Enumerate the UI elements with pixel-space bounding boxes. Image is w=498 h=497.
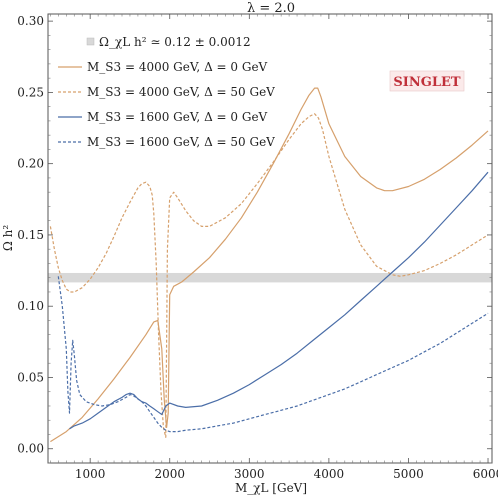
band-legend-label: Ω_χL h² ≃ 0.12 ± 0.0012 — [99, 35, 251, 49]
y-tick-label: 0.10 — [17, 299, 44, 313]
plot-frame — [47, 13, 493, 464]
legend-label-2: M_S3 = 4000 GeV, Δ = 50 GeV — [87, 85, 275, 99]
reference-band-layer — [48, 272, 492, 283]
x-tick-label: 4000 — [314, 467, 345, 481]
relic-density-band — [48, 272, 492, 283]
y-tick-label: 0.20 — [17, 157, 44, 171]
legend-label-1: M_S3 = 4000 GeV, Δ = 0 GeV — [87, 60, 268, 74]
series-line-2 — [49, 113, 489, 438]
series-line-3 — [69, 171, 489, 430]
singlet-badge-label: SINGLET — [393, 75, 461, 90]
series-line-4 — [57, 276, 489, 433]
x-tick-label: 2000 — [154, 467, 185, 481]
y-tick-label: 0.25 — [17, 85, 44, 99]
x-tick-label: 3000 — [234, 467, 265, 481]
y-axis-label: Ω h² — [1, 225, 15, 251]
chart-title: λ = 2.0 — [247, 1, 295, 16]
series-line-1 — [50, 87, 489, 443]
x-axis-label: M_χL [GeV] — [235, 481, 307, 495]
legend-label-3: M_S3 = 1600 GeV, Δ = 0 GeV — [87, 110, 268, 124]
y-tick-label: 0.30 — [17, 14, 44, 28]
legend-label-4: M_S3 = 1600 GeV, Δ = 50 GeV — [87, 135, 275, 149]
y-tick-label: 0.15 — [17, 228, 44, 242]
legend: Ω_χL h² ≃ 0.12 ± 0.0012 M_S3 = 4000 GeV, … — [58, 35, 275, 149]
series-layer — [49, 87, 489, 443]
singlet-badge: SINGLET — [389, 70, 465, 92]
y-tick-label: 0.00 — [17, 442, 44, 456]
x-tick-label: 5000 — [393, 467, 424, 481]
y-tick-label: 0.05 — [17, 370, 44, 384]
band-legend-swatch — [86, 37, 95, 46]
x-tick-label: 1000 — [75, 467, 106, 481]
